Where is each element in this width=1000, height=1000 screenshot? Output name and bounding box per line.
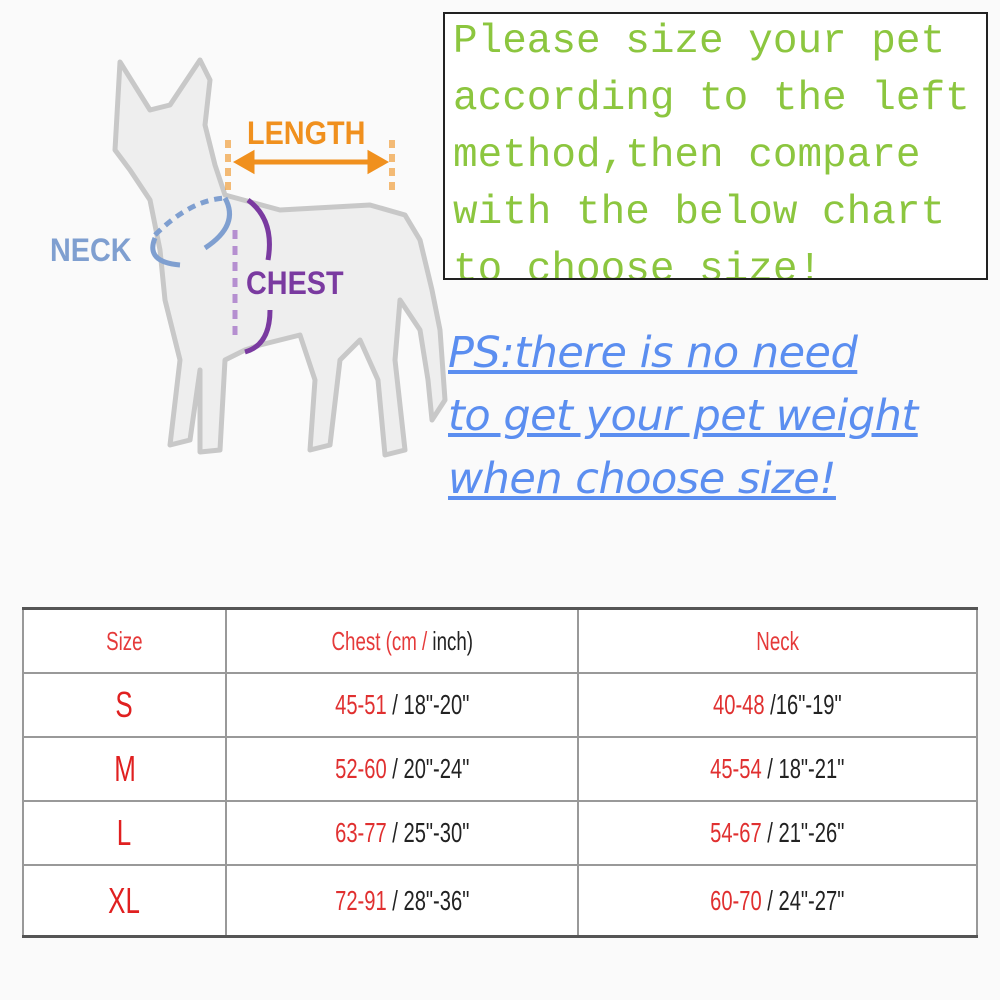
instruction-line: Please size your pet — [453, 19, 946, 65]
header-neck: Neck — [577, 607, 978, 674]
note-line: PS:there is no need — [448, 328, 858, 378]
size-cell: L — [22, 800, 227, 866]
chest-cell: 45-51 / 18"-20" — [225, 672, 579, 738]
instruction-line: to choose size! — [453, 247, 823, 280]
neck-arrow — [150, 195, 232, 268]
neck-label: NECK — [50, 232, 132, 268]
neck-cell: 40-48 /16"-19" — [577, 672, 978, 738]
table-row: S 45-51 / 18"-20" 40-48 /16"-19" — [22, 672, 978, 738]
size-table: Size Chest (cm / inch) Neck S 45-51 / 18… — [22, 607, 978, 938]
instruction-line: method,then compare — [453, 133, 921, 179]
table-row: XL 72-91 / 28"-36" 60-70 / 24"-27" — [22, 864, 978, 938]
neck-cell: 60-70 / 24"-27" — [577, 864, 978, 938]
table-header-row: Size Chest (cm / inch) Neck — [22, 607, 978, 674]
chest-cell: 52-60 / 20"-24" — [225, 736, 579, 802]
dog-silhouette — [112, 57, 448, 458]
instruction-line: with the below chart — [453, 190, 946, 236]
note-line: when choose size! — [448, 454, 836, 504]
weight-note: PS:there is no need to get your pet weig… — [448, 322, 918, 511]
length-arrow — [225, 140, 395, 192]
table-row: L 63-77 / 25"-30" 54-67 / 21"-26" — [22, 800, 978, 866]
instruction-line: according to the left — [453, 76, 970, 122]
note-line: to get your pet weight — [448, 391, 918, 441]
header-chest: Chest (cm / inch) — [225, 607, 579, 674]
instruction-box: Please size your pet according to the le… — [443, 12, 988, 280]
size-cell: S — [22, 672, 227, 738]
chest-cell: 72-91 / 28"-36" — [225, 864, 579, 938]
table-row: M 52-60 / 20"-24" 45-54 / 18"-21" — [22, 736, 978, 802]
chest-arrow — [232, 197, 273, 355]
length-label: LENGTH — [247, 115, 366, 151]
header-size: Size — [22, 607, 227, 674]
neck-cell: 54-67 / 21"-26" — [577, 800, 978, 866]
size-cell: XL — [22, 864, 227, 938]
chest-label: CHEST — [246, 265, 344, 301]
chest-cell: 63-77 / 25"-30" — [225, 800, 579, 866]
neck-cell: 45-54 / 18"-21" — [577, 736, 978, 802]
size-cell: M — [22, 736, 227, 802]
dog-measurement-diagram — [112, 57, 448, 458]
